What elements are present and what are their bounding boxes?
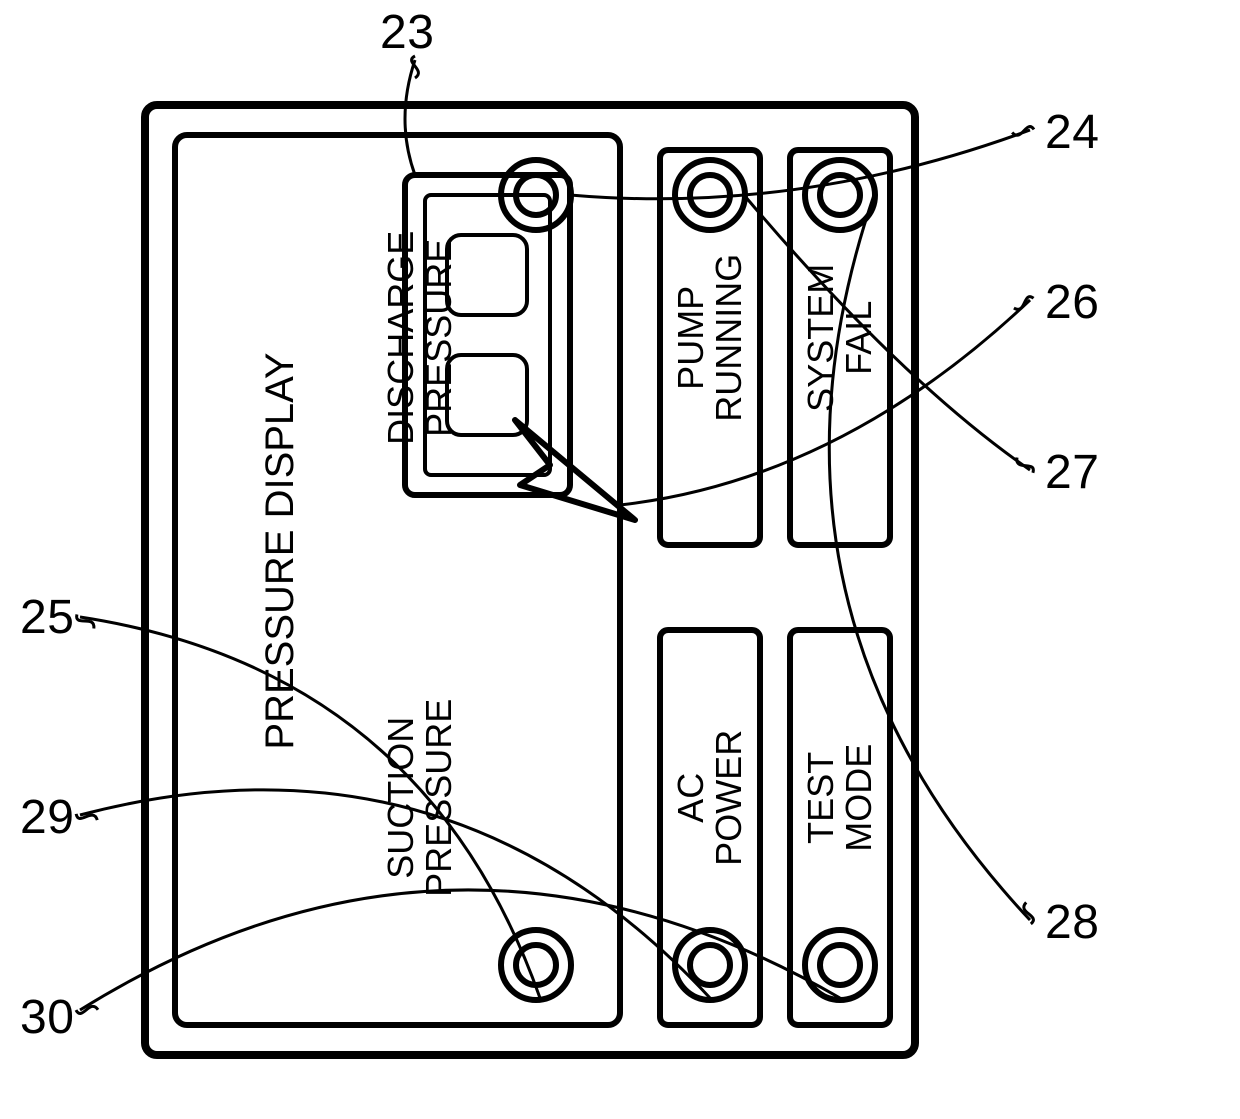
callout-29: 29 (20, 790, 74, 845)
diagram-svg (0, 0, 1240, 1119)
ac-power-label: AC POWER (672, 688, 748, 908)
callout-27: 27 (1045, 445, 1099, 500)
system-fail-label: SYSTEM FAIL (802, 228, 878, 448)
callout-24: 24 (1045, 105, 1099, 160)
test-mode-label: TEST MODE (802, 688, 878, 908)
callout-28: 28 (1045, 895, 1099, 950)
callout-26: 26 (1045, 275, 1099, 330)
callout-30: 30 (20, 990, 74, 1045)
pump-running-label: PUMP RUNNING (672, 228, 748, 448)
callout-23: 23 (380, 5, 434, 60)
callout-25: 25 (20, 590, 74, 645)
diagram-stage: 23 24 25 26 27 28 29 30 PRESSURE DISPLAY… (0, 0, 1240, 1119)
suction-pressure-label: SUCTION PRESSURE (382, 668, 458, 928)
discharge-pressure-label: DISCHARGE PRESSURE (382, 208, 458, 468)
pressure-display-title: PRESSURE DISPLAY (259, 301, 301, 801)
